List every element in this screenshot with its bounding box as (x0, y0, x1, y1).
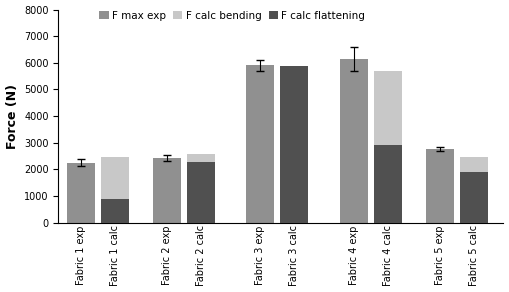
Bar (460, 157, 488, 223)
Bar (153, 158, 181, 223)
Y-axis label: Force (N): Force (N) (6, 84, 18, 149)
Bar (374, 71, 402, 223)
Bar (67, 163, 95, 223)
Bar (280, 66, 308, 223)
Bar (186, 162, 215, 223)
Bar (186, 154, 215, 223)
Bar (100, 157, 129, 223)
Bar (340, 59, 368, 223)
Bar (460, 172, 488, 223)
Legend: F max exp, F calc bending, F calc flattening: F max exp, F calc bending, F calc flatte… (99, 11, 365, 20)
Bar (100, 199, 129, 223)
Bar (246, 65, 274, 223)
Bar (426, 149, 454, 223)
Bar (374, 145, 402, 223)
Bar (280, 66, 308, 223)
